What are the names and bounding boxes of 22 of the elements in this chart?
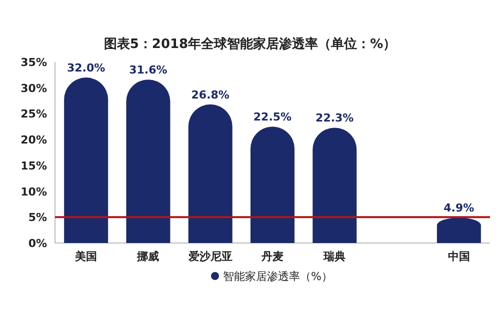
y-tick-label: 20% <box>20 134 47 147</box>
y-tick-label: 5% <box>28 211 47 224</box>
x-tick-label: 中国 <box>448 250 470 263</box>
x-tick-label: 挪威 <box>136 250 160 263</box>
y-tick-label: 15% <box>20 159 47 172</box>
y-tick-label: 25% <box>20 108 47 121</box>
x-tick-label: 爱沙尼亚 <box>187 250 232 263</box>
data-label: 4.9% <box>444 202 474 215</box>
title: 图表5：2018年全球智能家居渗透率（单位：%） <box>104 37 396 52</box>
x-tick-label: 瑞典 <box>322 250 346 263</box>
data-label: 26.8% <box>191 88 230 102</box>
data-label: 31.6% <box>129 64 168 77</box>
y-tick-label: 10% <box>20 185 47 198</box>
x-tick-label: 丹麦 <box>260 250 284 263</box>
data-label: 22.3% <box>316 112 354 125</box>
data-label: 22.5% <box>253 110 292 124</box>
data-label: 32.0% <box>66 62 106 75</box>
x-tick-label: 美国 <box>74 250 98 263</box>
legend-label: 智能家居渗透率（%） <box>223 270 332 283</box>
y-tick-label: 30% <box>20 82 47 95</box>
y-tick-label: 35% <box>20 56 47 69</box>
y-tick-label: 0% <box>28 237 47 250</box>
